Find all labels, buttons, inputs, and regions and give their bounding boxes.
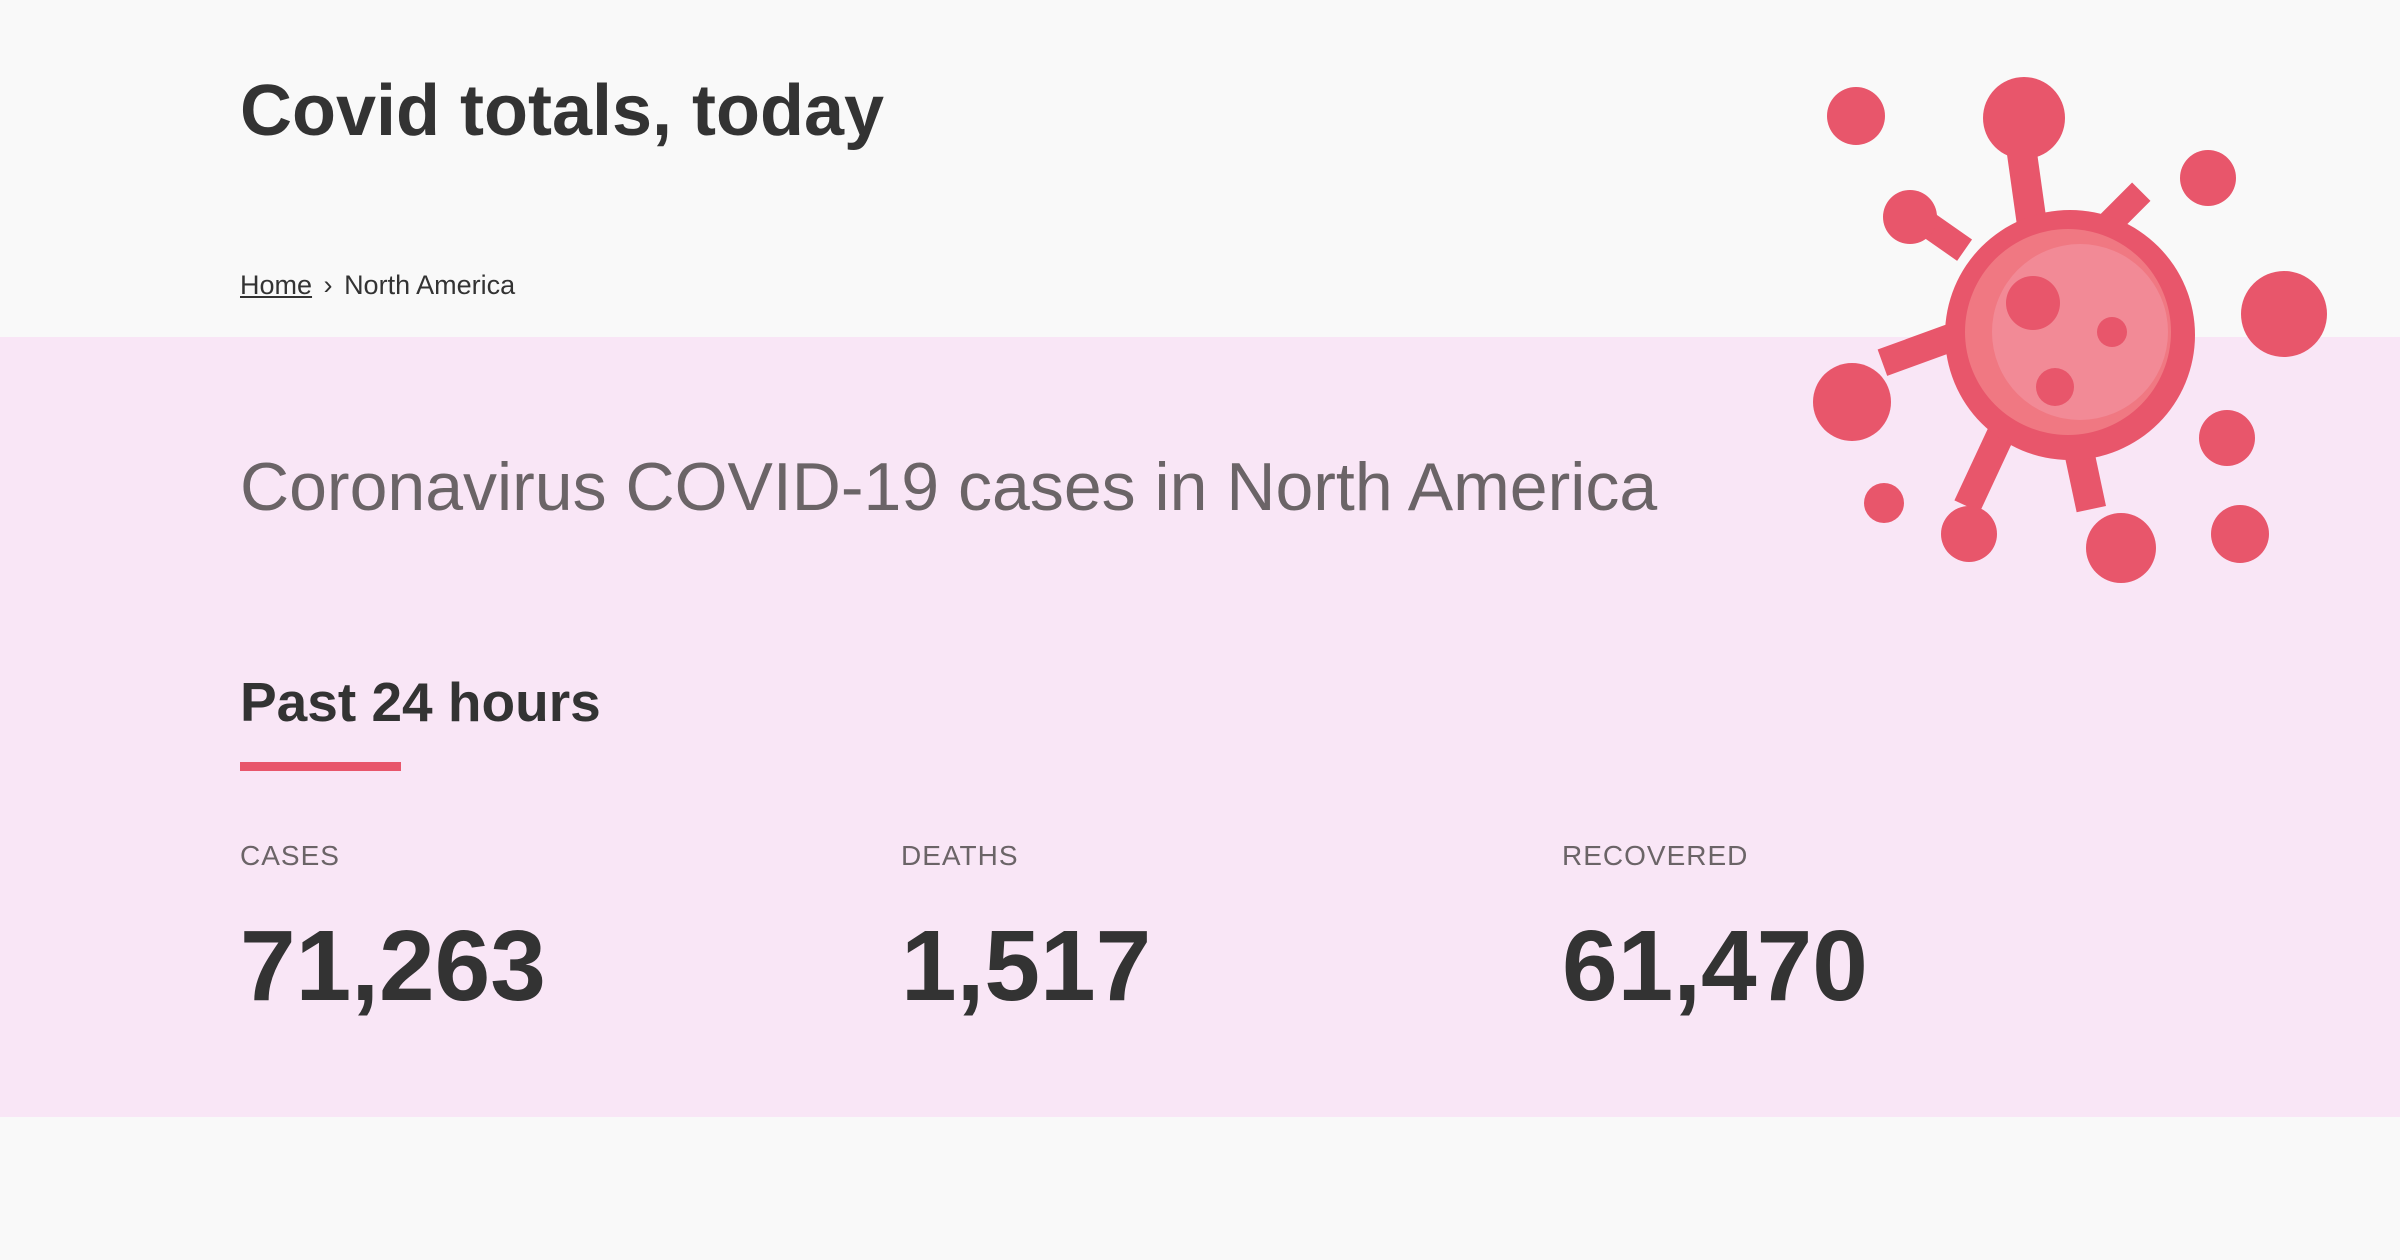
page-heading: Coronavirus COVID-19 cases in North Amer… (240, 449, 1658, 525)
breadcrumb-home-link[interactable]: Home (240, 270, 313, 300)
virus-icon (1813, 77, 2327, 583)
stat-recovered-value: 61,470 (1562, 910, 1868, 1022)
breadcrumb-separator: › (323, 270, 333, 300)
stat-recovered-label: Recovered (1562, 840, 1749, 871)
breadcrumb-current: North America (344, 270, 516, 300)
stat-recovered: Recovered 61,470 (1562, 840, 1868, 1016)
section-heading: Past 24 hours (240, 671, 601, 733)
stat-deaths-value: 1,517 (901, 910, 1152, 1022)
stat-deaths: Deaths 1,517 (901, 840, 1151, 1016)
header: Covid totals, today Home › North America (0, 0, 2400, 337)
site-title: Covid totals, today (240, 71, 885, 151)
stat-cases: Cases 71,263 (240, 840, 546, 1016)
stat-cases-value: 71,263 (240, 910, 546, 1022)
section-heading-underline (240, 762, 401, 771)
stat-cases-label: Cases (240, 840, 340, 871)
breadcrumb: Home › North America (240, 270, 515, 301)
stat-deaths-label: Deaths (901, 840, 1019, 871)
